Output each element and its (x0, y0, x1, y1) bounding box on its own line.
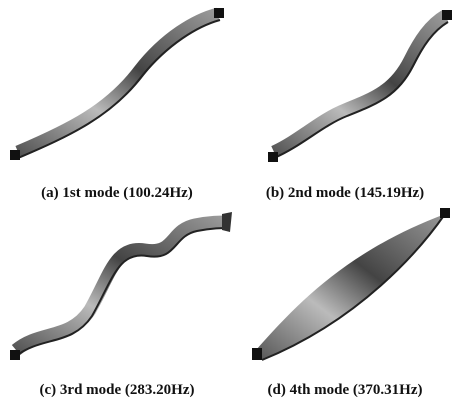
caption: (c) 3rd mode (283.20Hz) (40, 382, 195, 398)
caption: (d) 4th mode (370.31Hz) (268, 382, 423, 398)
caption: (b) 2nd mode (145.19Hz) (266, 185, 424, 201)
mode-shape-a (10, 7, 224, 160)
mode-shape-b (268, 10, 452, 162)
mode-shape-c (10, 212, 232, 360)
mode-shape-d (252, 208, 450, 361)
caption: (a) 1st mode (100.24Hz) (41, 185, 193, 201)
